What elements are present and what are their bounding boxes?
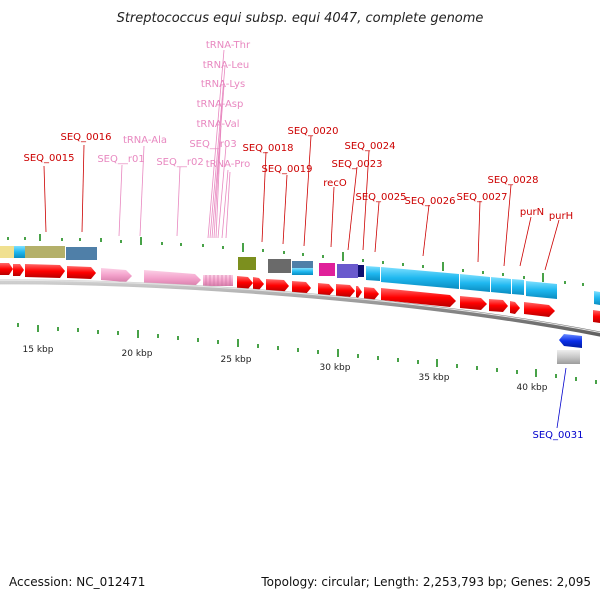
label-trna-leu: tRNA-Leu: [203, 60, 249, 71]
outer-ticks: [7, 234, 584, 286]
scale-label-15kbp: 15 kbp: [23, 345, 54, 355]
label-trna-pro: tRNA-Pro: [206, 159, 250, 170]
cds-arrow: [593, 310, 600, 323]
feature-block: [358, 265, 364, 277]
cds-arrow: [356, 286, 362, 298]
cds-arrow: [25, 264, 65, 278]
label-seq-r02: SEQ__r02: [156, 157, 203, 168]
label-seq-0028: SEQ_0028: [488, 175, 539, 186]
label-purn: purN: [520, 207, 544, 218]
cds-arrow: [67, 266, 96, 279]
cds-arrow: [13, 264, 24, 276]
scale-label-30kbp: 30 kbp: [320, 363, 351, 373]
cds-arrow: [524, 302, 555, 317]
label-seq-r01: SEQ__r01: [97, 154, 144, 165]
label-seq-0027: SEQ_0027: [457, 192, 508, 203]
label-seq-0025: SEQ_0025: [356, 192, 407, 203]
scale-label-25kbp: 25 kbp: [221, 355, 252, 365]
cds-arrow: [510, 301, 520, 314]
map-title: Streptococcus equi subsp. equi 4047, com…: [117, 11, 484, 26]
rna-arrow: [101, 268, 132, 282]
cds-arrow: [489, 299, 508, 312]
cds-arrow: [266, 279, 289, 292]
feature-block: [491, 277, 511, 294]
label-trna-lys: tRNA-Lys: [201, 79, 245, 90]
leader-seq-0031: [556, 367, 567, 429]
label-seq-0026: SEQ_0026: [405, 196, 456, 207]
label-reco: recO: [323, 178, 347, 189]
feature-block: [292, 261, 313, 268]
feature-block: [319, 263, 335, 276]
reverse-strand: [557, 334, 582, 364]
accession-text: Accession: NC_012471: [9, 575, 145, 589]
feature-block: [594, 291, 600, 305]
gene-leaders: [43, 135, 560, 271]
forward-strand: [0, 263, 600, 323]
scale-ticks: [17, 323, 597, 384]
scale-label-20kbp: 20 kbp: [122, 349, 153, 359]
label-trna-asp: tRNA-Asp: [197, 99, 244, 110]
trna-cluster: [118, 49, 231, 239]
label-seq-0016: SEQ_0016: [61, 132, 112, 143]
feature-ring-upper: [0, 246, 600, 305]
cds-arrow: [364, 287, 379, 300]
label-seq-0031: SEQ_0031: [533, 430, 584, 441]
feature-block: [0, 246, 14, 258]
feature-block: [337, 264, 358, 278]
cds-arrow: [253, 277, 264, 290]
feature-block: [526, 281, 557, 299]
feature-block: [460, 274, 490, 292]
genome-summary: Topology: circular; Length: 2,253,793 bp…: [260, 575, 591, 589]
cds-arrow: [0, 263, 13, 275]
feature-block: [14, 246, 25, 258]
feature-block: [268, 259, 291, 273]
label-trna-val: tRNA-Val: [197, 119, 240, 130]
feature-block: [381, 267, 459, 289]
cds-arrow: [460, 296, 487, 310]
scale-label-35kbp: 35 kbp: [419, 373, 450, 383]
cds-arrow: [336, 284, 355, 297]
feature-block: [366, 266, 380, 281]
feature-block: [512, 279, 524, 295]
cds-arrow: [318, 283, 334, 296]
feature-block: [25, 246, 65, 258]
cds-arrow: [292, 281, 311, 294]
label-trna-ala: tRNA-Ala: [123, 135, 167, 146]
label-seq-0020: SEQ_0020: [288, 126, 339, 137]
reverse-cds-arrow: [559, 334, 582, 348]
label-seq-0024: SEQ_0024: [345, 141, 396, 152]
scale-label-40kbp: 40 kbp: [517, 383, 548, 393]
cds-arrow: [237, 276, 253, 289]
feature-block: [66, 247, 97, 260]
feature-block: [292, 268, 313, 275]
label-trna-thr: tRNA-Thr: [206, 40, 251, 51]
label-seq-0019: SEQ_0019: [262, 164, 313, 175]
label-seq-r03: SEQ__r03: [189, 139, 236, 150]
cds-arrow: [381, 288, 456, 307]
feature-block: [238, 257, 256, 270]
label-seq-0018: SEQ_0018: [243, 143, 294, 154]
label-seq-0023: SEQ_0023: [332, 159, 383, 170]
rna-arrow: [144, 270, 201, 286]
genome-backbone: [0, 279, 600, 337]
feature-block: [557, 350, 580, 364]
label-seq-0015: SEQ_0015: [24, 153, 75, 164]
label-purh: purH: [549, 211, 573, 222]
